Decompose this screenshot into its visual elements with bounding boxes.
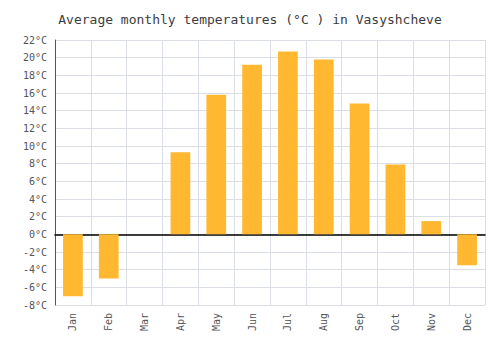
svg-text:Jul: Jul	[282, 313, 293, 331]
svg-text:-2°C: -2°C	[23, 247, 47, 258]
svg-text:Aug: Aug	[318, 313, 329, 331]
svg-text:Oct: Oct	[390, 313, 401, 331]
svg-text:Jan: Jan	[67, 313, 78, 331]
svg-text:-4°C: -4°C	[23, 264, 47, 275]
svg-text:Average monthly temperatures (: Average monthly temperatures (°C ) in Va…	[58, 12, 442, 27]
svg-text:8°C: 8°C	[29, 158, 47, 169]
svg-text:Jun: Jun	[247, 313, 258, 331]
svg-text:Feb: Feb	[103, 313, 114, 331]
svg-text:Sep: Sep	[354, 313, 365, 331]
svg-text:14°C: 14°C	[23, 105, 47, 116]
svg-text:-8°C: -8°C	[23, 300, 47, 311]
svg-text:22°C: 22°C	[23, 35, 47, 46]
svg-text:Dec: Dec	[462, 313, 473, 331]
svg-text:0°C: 0°C	[29, 229, 47, 240]
svg-text:10°C: 10°C	[23, 141, 47, 152]
svg-text:16°C: 16°C	[23, 88, 47, 99]
svg-text:6°C: 6°C	[29, 176, 47, 187]
svg-text:2°C: 2°C	[29, 211, 47, 222]
svg-text:20°C: 20°C	[23, 52, 47, 63]
svg-text:May: May	[211, 313, 222, 331]
svg-text:Apr: Apr	[175, 313, 186, 331]
svg-text:Nov: Nov	[426, 313, 437, 331]
svg-text:-6°C: -6°C	[23, 282, 47, 293]
svg-text:4°C: 4°C	[29, 194, 47, 205]
svg-text:12°C: 12°C	[23, 123, 47, 134]
svg-text:18°C: 18°C	[23, 70, 47, 81]
svg-text:Mar: Mar	[139, 313, 150, 331]
